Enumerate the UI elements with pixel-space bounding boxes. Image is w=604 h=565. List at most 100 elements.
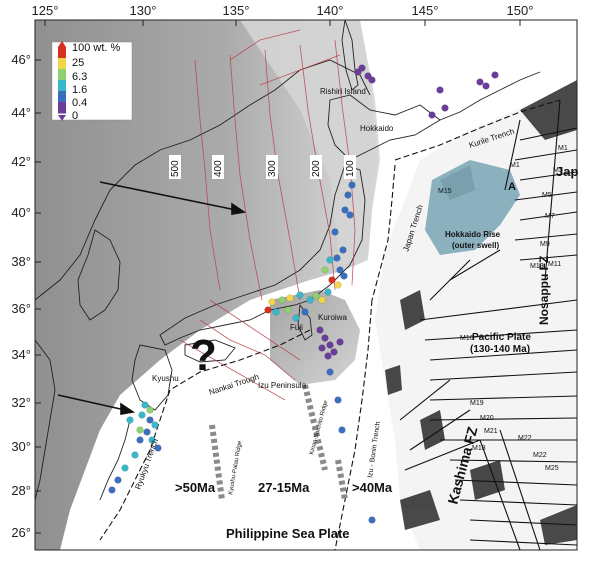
sample-point bbox=[331, 228, 339, 236]
sample-point bbox=[334, 396, 342, 404]
magnetic-anomaly-label: M20 bbox=[480, 415, 494, 422]
lineation-line bbox=[424, 329, 577, 341]
lat-tick-label: 38° bbox=[11, 254, 31, 269]
magnetic-anomaly-label: M16 bbox=[460, 335, 474, 342]
label-kuroiwa: Kuroiwa bbox=[318, 313, 347, 322]
magnetic-anomaly-label: M22 bbox=[518, 435, 532, 442]
sample-point bbox=[326, 368, 334, 376]
label-age-40ma: >40Ma bbox=[352, 480, 393, 495]
sample-point bbox=[131, 451, 139, 459]
lineation-line bbox=[449, 459, 577, 463]
contour-labels: 500 400 300 200 100 bbox=[169, 155, 356, 179]
lineation-line bbox=[544, 99, 561, 281]
magnetic-anomaly-label: M13 bbox=[530, 263, 544, 270]
label-anomaly-a: A bbox=[508, 181, 516, 193]
longitude-axis: 125° 130° 135° 140° 145° 150° bbox=[32, 3, 533, 26]
lineation-line bbox=[519, 211, 577, 221]
legend-color-segment bbox=[58, 102, 66, 114]
sample-point bbox=[143, 428, 151, 436]
ryukyu-islands bbox=[99, 419, 131, 501]
sample-point bbox=[306, 296, 314, 304]
legend-stop-0-4: 0.4 bbox=[72, 97, 87, 109]
lat-tick-label: 26° bbox=[11, 525, 31, 540]
sample-point bbox=[146, 416, 154, 424]
china-coast bbox=[35, 339, 56, 501]
lineation-line bbox=[514, 149, 577, 161]
philippine-slab-shading bbox=[270, 290, 360, 385]
sample-point bbox=[126, 416, 134, 424]
lineation-line bbox=[409, 409, 471, 451]
hokkaido-coast bbox=[327, 94, 441, 161]
lat-tick-label: 40° bbox=[11, 205, 31, 220]
sample-point bbox=[358, 64, 366, 72]
trenches bbox=[99, 99, 561, 550]
izu-bonin-trench-line bbox=[334, 299, 373, 550]
sample-point bbox=[336, 338, 344, 346]
legend-top-arrow bbox=[58, 41, 66, 47]
sample-point bbox=[278, 296, 286, 304]
sample-point bbox=[368, 516, 376, 524]
magnetic-anomaly-label: M21 bbox=[484, 428, 498, 435]
label-pacific-plate-age: (130-140 Ma) bbox=[470, 344, 530, 355]
sample-point bbox=[268, 298, 276, 306]
lat-tick-label: 34° bbox=[11, 347, 31, 362]
lineation-line bbox=[419, 299, 577, 321]
sample-point bbox=[146, 406, 154, 414]
lineation-line bbox=[429, 371, 577, 381]
sample-point bbox=[121, 464, 129, 472]
legend-color-bar bbox=[58, 47, 66, 114]
lat-tick-label: 42° bbox=[11, 154, 31, 169]
motion-arrows bbox=[57, 181, 247, 415]
label-japan-partial: Jap bbox=[556, 164, 578, 179]
lineation-line bbox=[454, 479, 577, 486]
lon-tick-label: 125° bbox=[32, 3, 59, 18]
label-age-50ma: >50Ma bbox=[175, 480, 216, 495]
magnetic-anomaly-label: M5 bbox=[542, 192, 552, 199]
magnetic-anomaly-label: M15 bbox=[438, 188, 452, 195]
label-rishiri-island: Rishiri Island bbox=[320, 87, 366, 96]
contour-label-500: 500 bbox=[170, 160, 181, 177]
sample-point bbox=[136, 426, 144, 434]
lineation-line bbox=[404, 439, 481, 471]
lat-tick-label: 32° bbox=[11, 395, 31, 410]
magnetic-anomaly-label: M3 bbox=[553, 167, 563, 174]
pacific-slab-shading bbox=[35, 20, 380, 550]
sample-point bbox=[154, 444, 162, 452]
lineation-line bbox=[449, 249, 501, 281]
label-hokkaido-rise-sub: (outer swell) bbox=[452, 241, 499, 250]
lineation-line bbox=[469, 539, 577, 546]
sample-point bbox=[138, 411, 146, 419]
sample-point bbox=[341, 206, 349, 214]
sample-point bbox=[318, 296, 326, 304]
sample-point bbox=[330, 348, 338, 356]
label-nosappu-fz: Nosappu FZ bbox=[537, 256, 551, 325]
magnetic-anomaly-label: M25 bbox=[545, 465, 559, 472]
kurile-trench-line bbox=[394, 99, 561, 161]
magnetic-anomaly-label: M9 bbox=[540, 241, 550, 248]
sample-point bbox=[321, 334, 329, 342]
lineation-line bbox=[479, 439, 521, 550]
label-fuji: Fuji bbox=[290, 323, 303, 332]
sample-point bbox=[284, 306, 292, 314]
lat-tick-label: 28° bbox=[11, 483, 31, 498]
arrow-head-upper bbox=[231, 202, 247, 215]
sample-point bbox=[108, 486, 116, 494]
magnetic-lineations bbox=[399, 99, 577, 550]
sample-point bbox=[491, 71, 499, 79]
ryukyu-trench-line bbox=[99, 389, 171, 541]
lineation-line bbox=[519, 171, 577, 181]
magnetic-anomaly-label: M7 bbox=[545, 213, 555, 220]
sample-point bbox=[326, 256, 334, 264]
sample-point bbox=[326, 341, 334, 349]
legend: 100 wt. % 25 6.3 1.6 0.4 0 bbox=[51, 41, 133, 122]
legend-color-segment bbox=[58, 80, 66, 92]
sample-point bbox=[441, 104, 449, 112]
label-hokkaido-rise: Hokkaido Rise bbox=[445, 230, 501, 239]
sample-point bbox=[428, 111, 436, 119]
sample-point bbox=[151, 421, 159, 429]
kinan-shichito-ridge bbox=[302, 384, 328, 471]
lineation-line bbox=[429, 349, 577, 361]
japan-trench-line bbox=[371, 164, 396, 301]
legend-stop-6-3: 6.3 bbox=[72, 71, 87, 83]
legend-color-segment bbox=[58, 91, 66, 103]
